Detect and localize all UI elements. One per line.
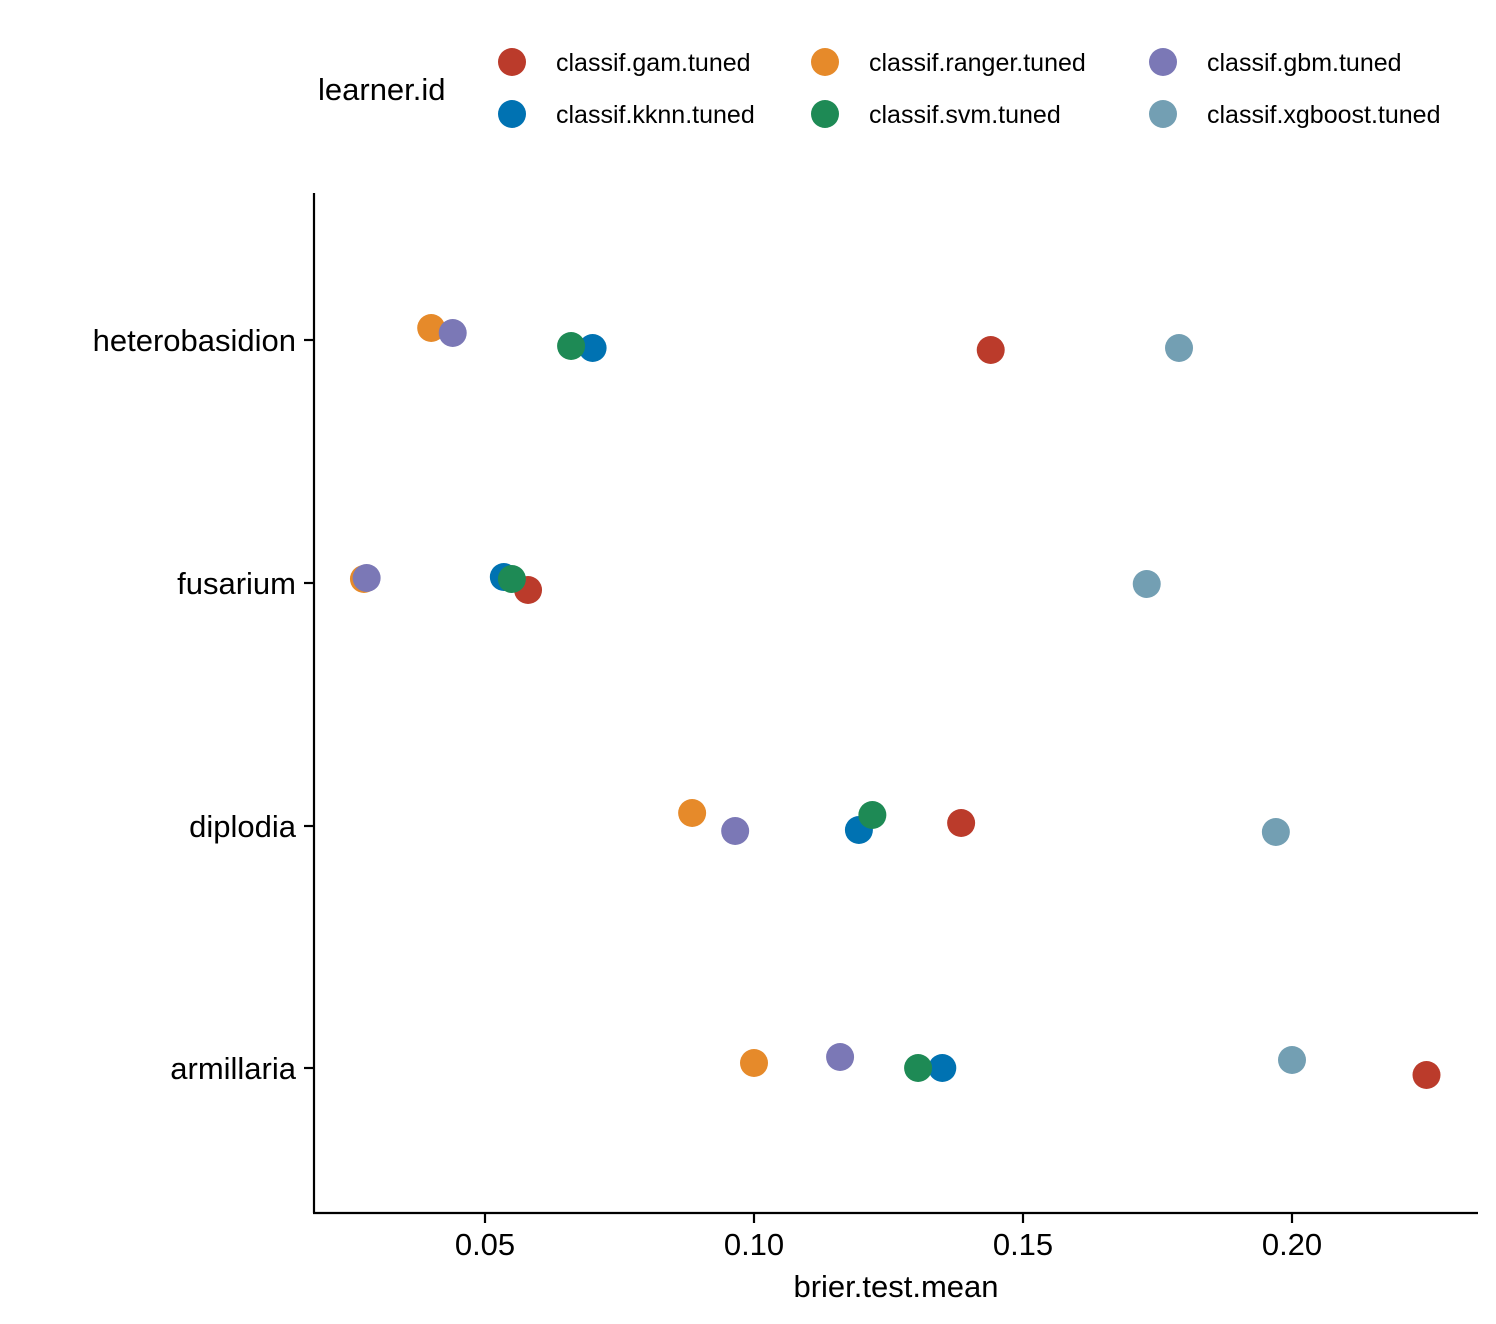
data-points xyxy=(349,314,1441,1089)
x-tick-label-0.15: 0.15 xyxy=(993,1227,1053,1262)
legend-key-classif-xgboost-tuned xyxy=(1149,100,1177,128)
y-tick-label-diplodia: diplodia xyxy=(189,809,297,844)
point-classif-ranger-tuned-heterobasidion xyxy=(417,314,446,342)
point-classif-gam-tuned-heterobasidion xyxy=(976,336,1005,364)
legend-key-classif-gam-tuned xyxy=(498,48,526,76)
point-classif-kknn-tuned-armillaria xyxy=(928,1054,957,1082)
legend-key-classif-gbm-tuned xyxy=(1149,48,1177,76)
legend: learner.id classif.gam.tuned classif.kknn… xyxy=(318,48,1440,129)
point-classif-xgboost-tuned-heterobasidion xyxy=(1165,334,1194,362)
point-classif-ranger-tuned-diplodia xyxy=(678,799,707,827)
x-tick-label-0.10: 0.10 xyxy=(724,1227,784,1262)
point-classif-gbm-tuned-fusarium xyxy=(352,564,381,592)
point-classif-gam-tuned-armillaria xyxy=(1412,1061,1441,1089)
point-classif-gam-tuned-diplodia xyxy=(947,809,976,837)
legend-title: learner.id xyxy=(318,72,446,107)
legend-label-classif-kknn-tuned: classif.kknn.tuned xyxy=(556,101,755,129)
legend-key-classif-kknn-tuned xyxy=(498,100,526,128)
x-axis-ticks: 0.05 0.10 0.15 0.20 xyxy=(455,1213,1322,1262)
y-tick-label-heterobasidion: heterobasidion xyxy=(93,323,296,358)
legend-key-classif-svm-tuned xyxy=(811,100,839,128)
x-axis-title: brier.test.mean xyxy=(793,1269,998,1304)
axes xyxy=(312,193,1478,1215)
point-classif-svm-tuned-diplodia xyxy=(858,801,887,829)
point-classif-ranger-tuned-armillaria xyxy=(740,1049,768,1077)
point-classif-xgboost-tuned-diplodia xyxy=(1261,818,1290,846)
point-classif-gbm-tuned-armillaria xyxy=(826,1043,855,1071)
legend-label-classif-gbm-tuned: classif.gbm.tuned xyxy=(1207,49,1402,77)
point-classif-svm-tuned-fusarium xyxy=(497,565,526,593)
point-classif-gbm-tuned-diplodia xyxy=(721,817,750,845)
legend-label-classif-ranger-tuned: classif.ranger.tuned xyxy=(869,49,1086,77)
y-axis-ticks: heterobasidion fusarium diplodia armillaria xyxy=(93,323,314,1086)
y-tick-label-armillaria: armillaria xyxy=(170,1051,297,1086)
legend-label-classif-xgboost-tuned: classif.xgboost.tuned xyxy=(1207,101,1440,129)
y-tick-label-fusarium: fusarium xyxy=(177,566,296,601)
legend-label-classif-svm-tuned: classif.svm.tuned xyxy=(869,101,1061,129)
point-classif-svm-tuned-heterobasidion xyxy=(557,332,586,360)
legend-label-classif-gam-tuned: classif.gam.tuned xyxy=(556,49,751,77)
legend-key-classif-ranger-tuned xyxy=(811,48,839,76)
x-tick-label-0.05: 0.05 xyxy=(455,1227,515,1262)
point-classif-gbm-tuned-heterobasidion xyxy=(438,319,467,347)
point-classif-xgboost-tuned-armillaria xyxy=(1278,1046,1306,1074)
point-classif-svm-tuned-armillaria xyxy=(904,1054,933,1082)
point-classif-kknn-tuned-heterobasidion xyxy=(578,334,607,362)
point-classif-xgboost-tuned-fusarium xyxy=(1132,570,1161,598)
x-tick-label-0.20: 0.20 xyxy=(1262,1227,1322,1262)
